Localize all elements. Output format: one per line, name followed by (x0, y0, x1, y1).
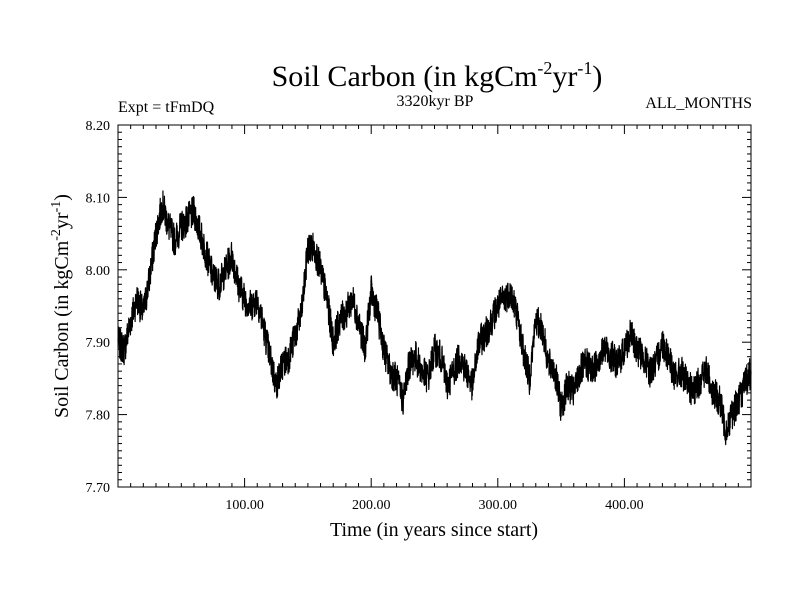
x-axis: 100.00 200.00 300.00 400.00 (130, 125, 739, 513)
experiment-label: Expt = tFmDQ (118, 99, 215, 116)
y-tick-label: 7.90 (86, 336, 111, 351)
x-tick-label: 300.00 (479, 498, 518, 513)
chart-subtitle: 3320kyr BP (397, 93, 474, 110)
y-tick-label: 8.00 (86, 264, 111, 279)
y-axis-label: Soil Carbon (in kgCm-2yr-1) (49, 194, 73, 418)
y-tick-label: 8.10 (86, 191, 111, 206)
x-axis-label: Time (in years since start) (330, 519, 538, 541)
x-tick-label: 100.00 (225, 498, 264, 513)
series-line (117, 190, 752, 446)
chart-title: Soil Carbon (in kgCm-2yr-1) (272, 58, 603, 93)
y-axis: 7.70 7.80 7.90 8.00 8.10 8.20 (86, 119, 751, 496)
y-tick-label: 7.80 (86, 409, 111, 424)
y-tick-label: 8.20 (86, 119, 111, 134)
y-tick-label: 7.70 (86, 481, 111, 496)
months-label: ALL_MONTHS (645, 95, 752, 112)
x-tick-label: 400.00 (605, 498, 644, 513)
x-tick-label: 200.00 (352, 498, 391, 513)
